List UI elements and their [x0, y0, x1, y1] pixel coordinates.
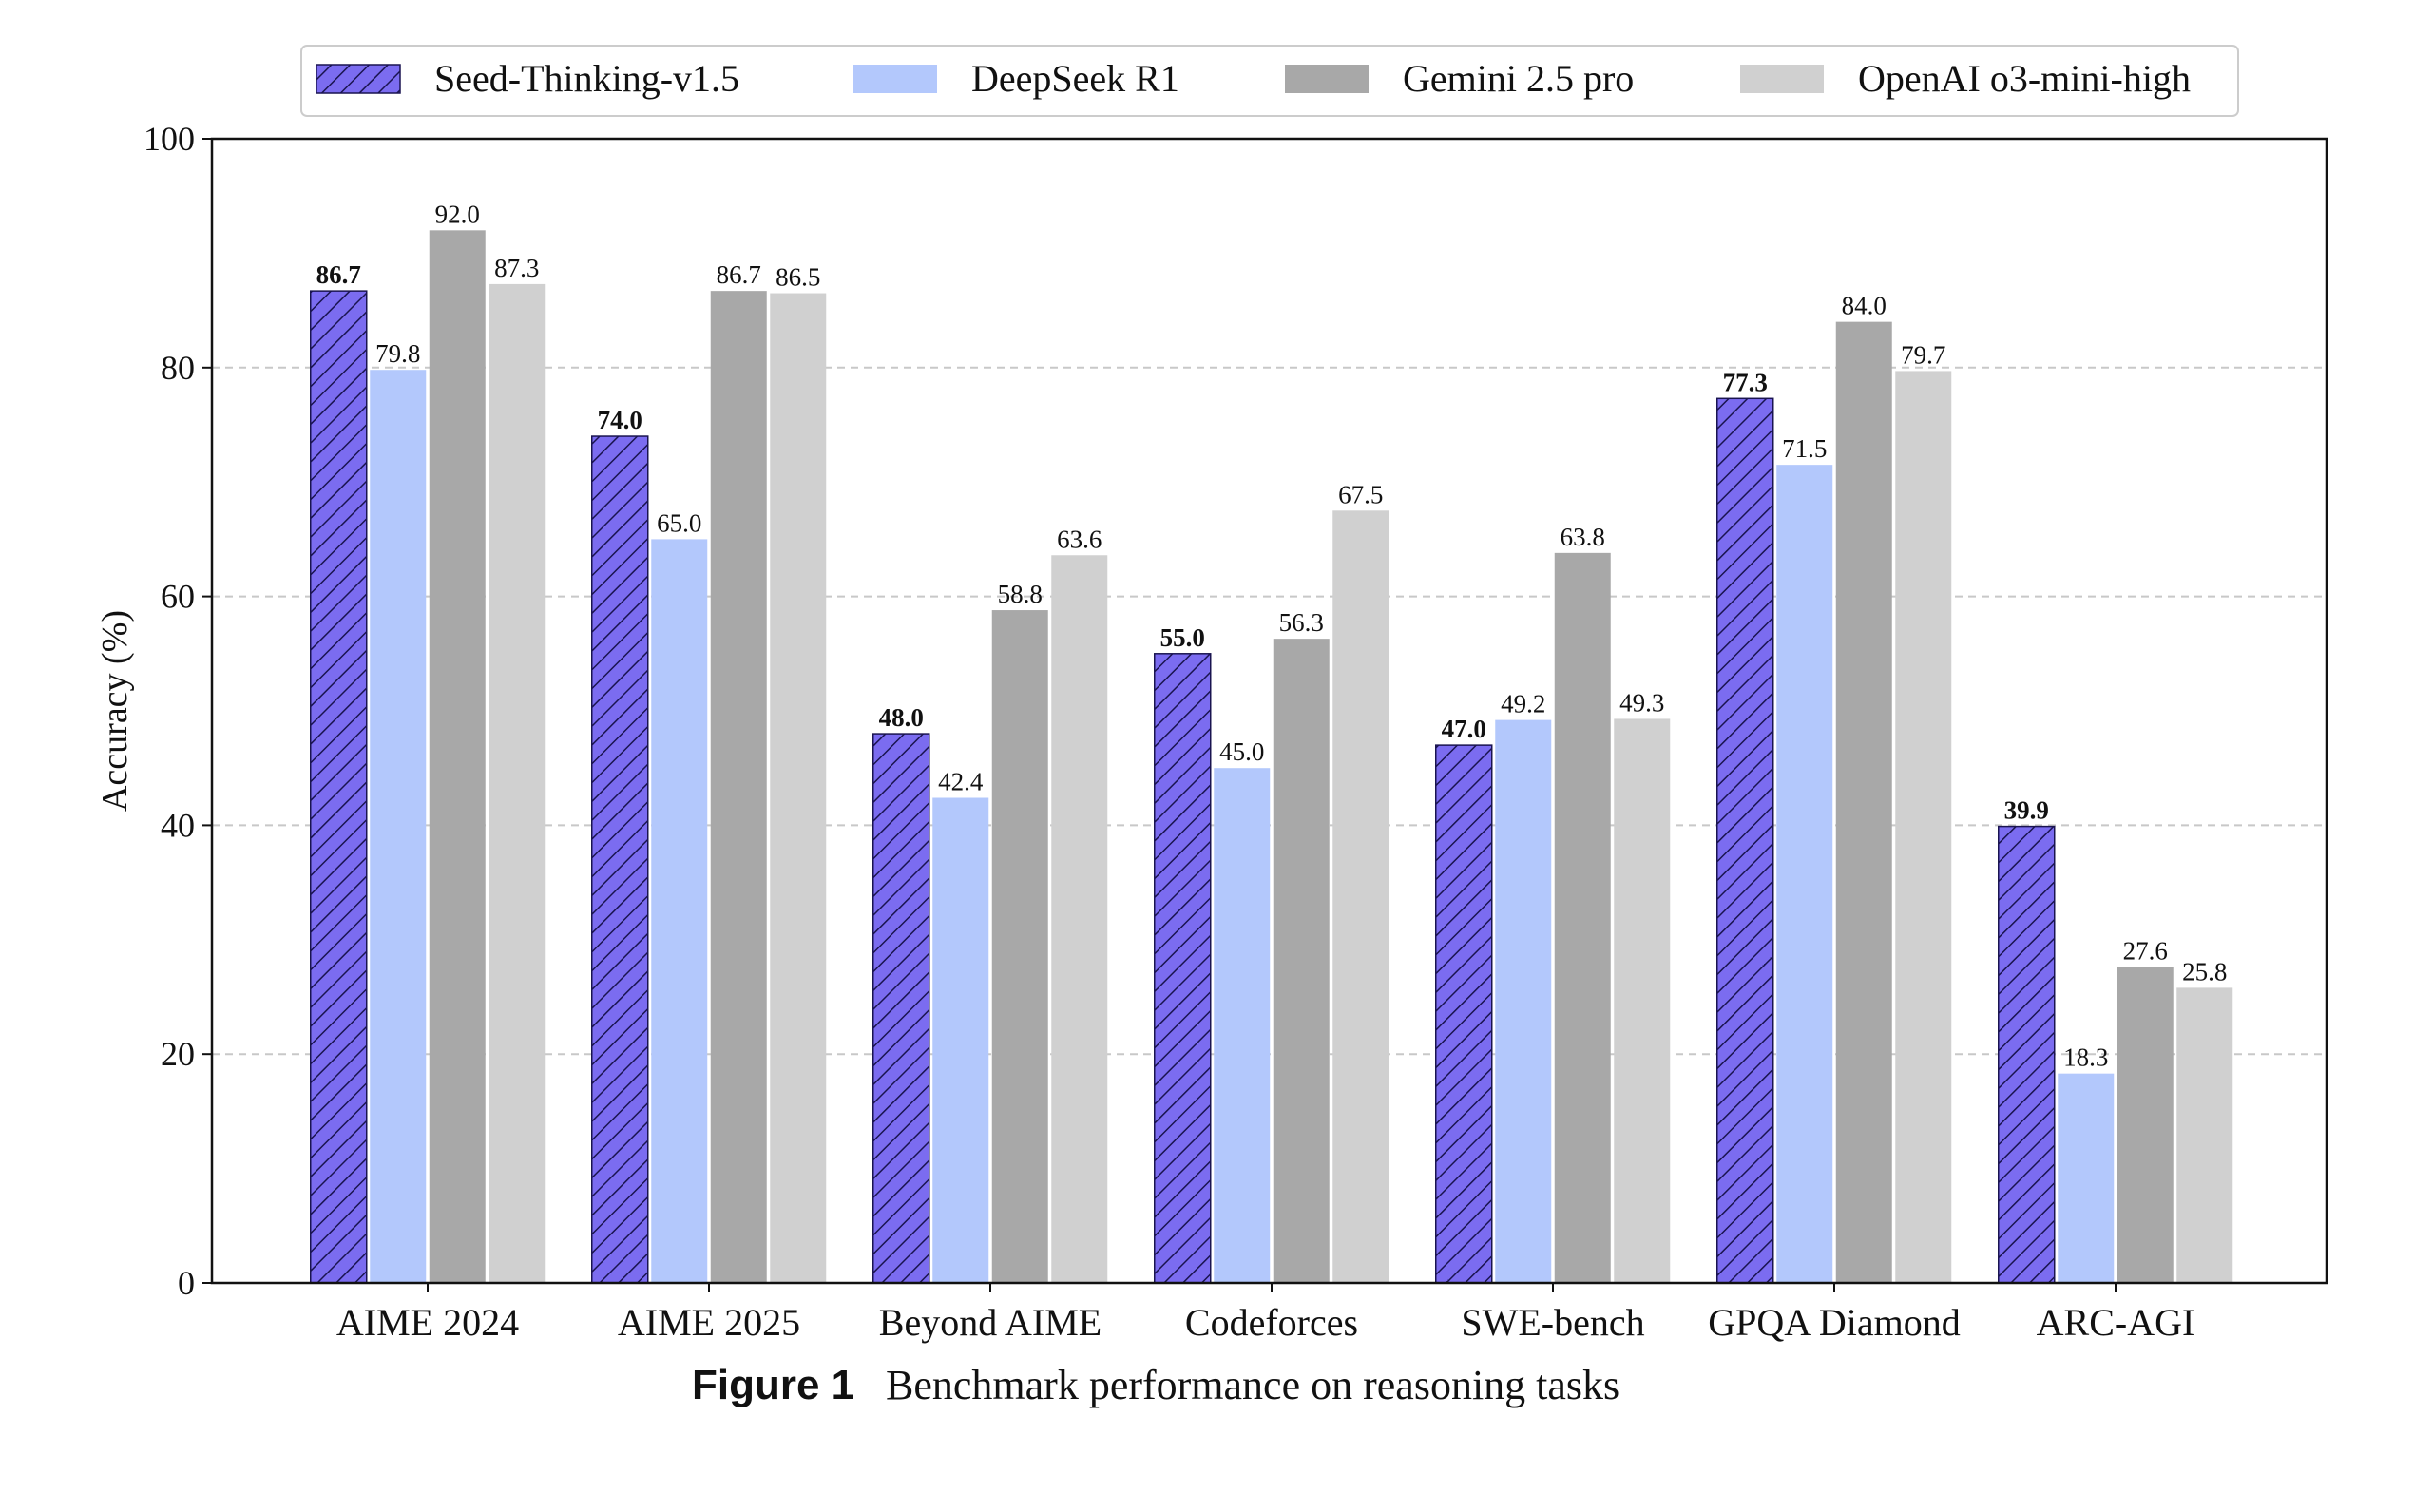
bar-seed-thinking-v1-5-aime-2024	[310, 290, 368, 1284]
bar-deepseek-r1-aime-2025	[651, 539, 708, 1283]
value-label-openai-o3-mini-high-arc-agi: 25.8	[2182, 957, 2227, 986]
legend-label-deepseek-r1: DeepSeek R1	[971, 57, 1179, 100]
figure-caption-text: Benchmark performance on reasoning tasks	[886, 1362, 1619, 1408]
bar-seed-thinking-v1-5-codeforces	[1154, 653, 1212, 1284]
value-label-deepseek-r1-beyond-aime: 42.4	[938, 768, 984, 796]
legend: Seed-Thinking-v1.5 DeepSeek R1 Gemini 2.5 …	[300, 45, 2239, 117]
legend-swatch-gemini-2-5-pro	[1285, 65, 1369, 93]
bar-deepseek-r1-beyond-aime	[932, 797, 989, 1283]
bar-gemini-2-5-pro-swe-bench	[1554, 552, 1611, 1283]
value-label-deepseek-r1-gpqa-diamond: 71.5	[1782, 434, 1827, 463]
value-label-gemini-2-5-pro-codeforces: 56.3	[1279, 608, 1324, 637]
bar-openai-o3-mini-high-beyond-aime	[1051, 555, 1108, 1283]
legend-label-gemini-2-5-pro: Gemini 2.5 pro	[1403, 57, 1634, 100]
bar-openai-o3-mini-high-aime-2025	[770, 293, 827, 1283]
value-label-seed-thinking-v1-5-aime-2025: 74.0	[598, 406, 642, 434]
bar-seed-thinking-v1-5-swe-bench	[1435, 744, 1493, 1284]
legend-box	[300, 45, 2239, 117]
plot-frame	[210, 137, 2328, 1285]
bar-gemini-2-5-pro-codeforces	[1273, 639, 1330, 1283]
bar-deepseek-r1-gpqa-diamond	[1776, 465, 1833, 1283]
y-tick-label-100: 100	[144, 120, 195, 158]
value-label-gemini-2-5-pro-gpqa-diamond: 84.0	[1842, 292, 1887, 320]
bar-openai-o3-mini-high-codeforces	[1332, 510, 1389, 1283]
y-axis-label: Accuracy (%)	[95, 610, 135, 812]
y-tick-label-80: 80	[161, 349, 195, 387]
value-label-gemini-2-5-pro-swe-bench: 63.8	[1561, 523, 1605, 551]
x-tick-label-swe-bench: SWE-bench	[1461, 1301, 1644, 1344]
bar-seed-thinking-v1-5-gpqa-diamond	[1716, 397, 1774, 1284]
bar-seed-thinking-v1-5-beyond-aime	[872, 733, 930, 1284]
value-label-openai-o3-mini-high-aime-2024: 87.3	[494, 254, 539, 282]
value-label-seed-thinking-v1-5-codeforces: 55.0	[1160, 623, 1205, 652]
y-tick-label-60: 60	[161, 578, 195, 616]
value-label-openai-o3-mini-high-swe-bench: 49.3	[1619, 688, 1664, 717]
bar-deepseek-r1-arc-agi	[2058, 1073, 2115, 1283]
legend-label-openai-o3-mini-high: OpenAI o3-mini-high	[1858, 57, 2191, 100]
legend-label-seed-thinking-v1-5: Seed-Thinking-v1.5	[434, 57, 739, 100]
y-tick-label-40: 40	[161, 806, 195, 844]
value-label-gemini-2-5-pro-beyond-aime: 58.8	[998, 580, 1043, 608]
bar-deepseek-r1-codeforces	[1214, 768, 1271, 1283]
bar-seed-thinking-v1-5-aime-2025	[591, 435, 649, 1284]
x-tick-label-beyond-aime: Beyond AIME	[879, 1301, 1102, 1344]
value-label-gemini-2-5-pro-aime-2024: 92.0	[435, 200, 480, 228]
bar-openai-o3-mini-high-swe-bench	[1614, 718, 1671, 1283]
value-label-deepseek-r1-swe-bench: 49.2	[1501, 690, 1545, 718]
figure-caption: Figure 1 Benchmark performance on reason…	[692, 1362, 1619, 1408]
value-label-seed-thinking-v1-5-aime-2024: 86.7	[316, 260, 361, 289]
value-labels: 86.7 79.8 92.0 87.3 74.0 65.0 86.7 86.5 48.0 42.4…	[316, 200, 2228, 1071]
value-label-seed-thinking-v1-5-beyond-aime: 48.0	[879, 703, 924, 732]
value-label-deepseek-r1-arc-agi: 18.3	[2063, 1043, 2108, 1072]
value-label-seed-thinking-v1-5-swe-bench: 47.0	[1442, 715, 1486, 743]
value-label-openai-o3-mini-high-aime-2025: 86.5	[776, 263, 820, 292]
figure-label: Figure 1	[692, 1362, 854, 1408]
value-label-openai-o3-mini-high-beyond-aime: 63.6	[1057, 525, 1102, 553]
value-label-gemini-2-5-pro-aime-2025: 86.7	[717, 260, 761, 289]
value-label-seed-thinking-v1-5-gpqa-diamond: 77.3	[1723, 368, 1768, 396]
bar-openai-o3-mini-high-gpqa-diamond	[1895, 371, 1952, 1283]
bars	[310, 230, 2233, 1284]
bar-gemini-2-5-pro-aime-2024	[429, 230, 486, 1283]
value-label-openai-o3-mini-high-codeforces: 67.5	[1338, 480, 1383, 508]
bar-gemini-2-5-pro-gpqa-diamond	[1835, 321, 1892, 1283]
y-tick-label-20: 20	[161, 1035, 195, 1073]
legend-swatch-openai-o3-mini-high	[1740, 65, 1824, 93]
bar-openai-o3-mini-high-aime-2024	[489, 283, 546, 1284]
x-tick-label-codeforces: Codeforces	[1185, 1301, 1358, 1344]
value-label-gemini-2-5-pro-arc-agi: 27.6	[2123, 937, 2168, 966]
value-label-deepseek-r1-aime-2024: 79.8	[375, 339, 420, 368]
bar-gemini-2-5-pro-beyond-aime	[991, 610, 1048, 1283]
bar-deepseek-r1-swe-bench	[1495, 719, 1552, 1283]
x-tick-label-aime-2025: AIME 2025	[618, 1301, 800, 1344]
value-label-deepseek-r1-codeforces: 45.0	[1219, 737, 1264, 766]
bar-gemini-2-5-pro-arc-agi	[2117, 967, 2174, 1283]
value-label-seed-thinking-v1-5-arc-agi: 39.9	[2004, 796, 2049, 825]
axes: AIME 2024 AIME 2025 Beyond AIME Codeforces S…	[95, 120, 2328, 1344]
x-tick-label-gpqa-diamond: GPQA Diamond	[1708, 1301, 1961, 1344]
value-label-openai-o3-mini-high-gpqa-diamond: 79.7	[1901, 340, 1945, 369]
bar-deepseek-r1-aime-2024	[370, 370, 427, 1283]
legend-swatch-deepseek-r1	[853, 65, 937, 93]
bar-gemini-2-5-pro-aime-2025	[710, 291, 767, 1284]
y-tick-label-0: 0	[178, 1264, 195, 1302]
bar-seed-thinking-v1-5-arc-agi	[1998, 825, 2056, 1284]
x-tick-label-arc-agi: ARC-AGI	[2037, 1301, 2195, 1344]
legend-swatch-seed-thinking-v1-5	[316, 64, 401, 94]
x-tick-label-aime-2024: AIME 2024	[336, 1301, 519, 1344]
bar-openai-o3-mini-high-arc-agi	[2176, 987, 2233, 1283]
value-label-deepseek-r1-aime-2025: 65.0	[657, 508, 701, 537]
